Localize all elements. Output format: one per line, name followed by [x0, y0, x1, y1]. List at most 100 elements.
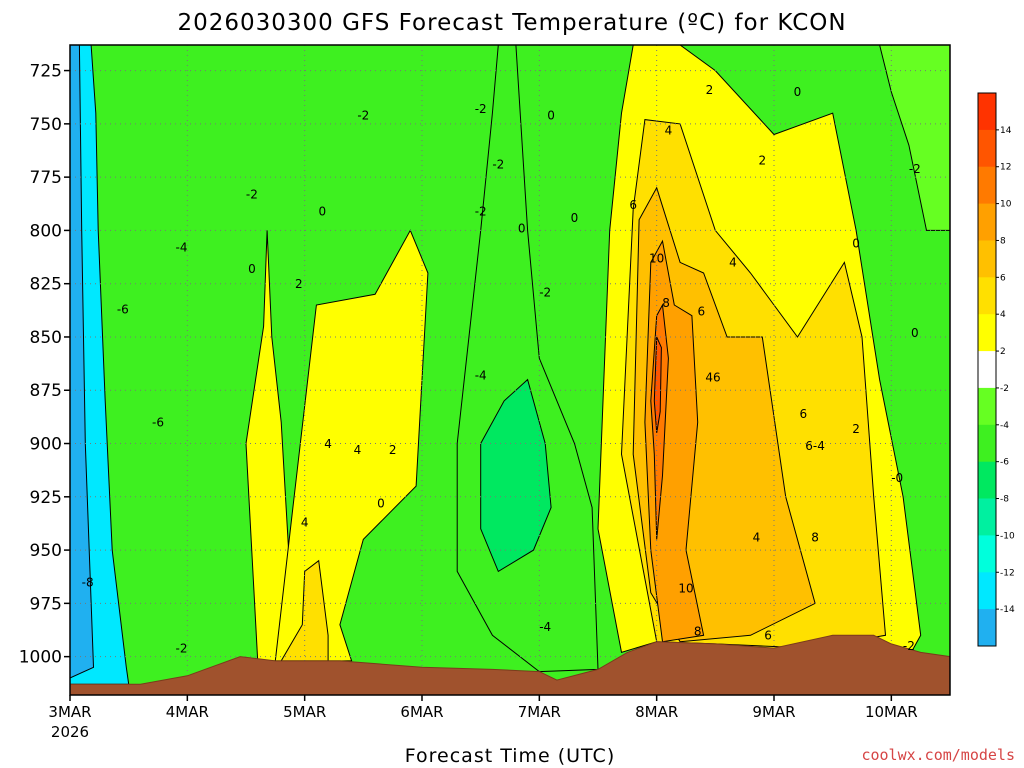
contour-label: 4: [301, 516, 309, 530]
colorbar-swatch: [978, 129, 996, 168]
y-tick-label: 825: [30, 275, 62, 295]
contour-label: 0: [377, 497, 385, 511]
colorbar-label: -8: [1000, 495, 1009, 505]
contour-label: 0: [794, 85, 802, 99]
colorbar-label: 4: [1000, 310, 1006, 320]
colorbar-swatch: [978, 572, 996, 610]
chart-title: 2026030300 GFS Forecast Temperature (ºC)…: [177, 10, 846, 36]
colorbar-label: 8: [1000, 236, 1006, 246]
y-tick-label: 800: [30, 221, 62, 241]
contour-label: 0: [518, 222, 526, 236]
colorbar-swatch: [978, 314, 996, 352]
contour-label: -8: [82, 575, 94, 589]
y-tick-label: 1000: [19, 648, 62, 668]
zone-mid-cold-inner: [480, 378, 552, 573]
contour-label: 4: [729, 256, 737, 270]
colorbar-label: -4: [1000, 421, 1009, 431]
colorbar-swatch: [978, 461, 996, 500]
colorbar-swatch: [978, 609, 996, 647]
temperature-regions: [69, 44, 951, 685]
colorbar: 14 12 10 8 6 4 2 -2 -4 -6 -8 -10 -12 -14: [977, 92, 1015, 647]
credit-text: coolwx.com/models: [861, 746, 1015, 764]
contour-label: -6: [152, 416, 164, 430]
x-axis: 3MAR 2026 4MAR 5MAR 6MAR 7MAR 8MAR 9MAR 10MAR: [48, 695, 918, 741]
y-axis: 725 750 775 800 825 850 875 900 925 950 975 1000: [19, 62, 70, 668]
contour-label: 10: [649, 251, 664, 265]
zone-warm-wedge-b: [274, 229, 429, 662]
y-tick-label: 725: [30, 62, 62, 82]
contour-label: 4: [324, 437, 332, 451]
x-tick-label: 5MAR: [283, 703, 326, 721]
contour-label: -4: [475, 369, 487, 383]
x-tick-label: 9MAR: [752, 703, 795, 721]
contour-label: 6: [764, 629, 772, 643]
colorbar-label: 12: [1000, 163, 1011, 173]
contour-label: -2: [176, 641, 188, 655]
contour-labels: -2 -2 0 -2 -2 0 -4 0 -2 0 2 -2 -6 -4 -6 4 4 2 0 4 -8 -2 -4 2 0 4 2…: [82, 83, 921, 655]
contour-label: 4: [354, 443, 362, 457]
contour-label: -2: [909, 162, 921, 176]
colorbar-label: 10: [1000, 200, 1012, 210]
colorbar-label: -12: [1000, 568, 1015, 578]
contour-label: 0: [248, 262, 256, 276]
contour-label: 2: [706, 83, 714, 97]
contour-label: -4: [539, 620, 551, 634]
colorbar-label: 2: [1000, 347, 1006, 357]
colorbar-swatch: [978, 387, 996, 426]
contour-label: -2: [492, 158, 504, 172]
contour-label: -2: [357, 109, 369, 123]
contour-label: 6: [629, 198, 637, 212]
y-tick-label: 925: [30, 488, 62, 508]
colorbar-label: -6: [1000, 458, 1009, 468]
contour-label: 0: [571, 211, 579, 225]
contour-label: -2: [903, 639, 915, 653]
x-tick-label: 7MAR: [518, 703, 561, 721]
colorbar-label: 14: [1000, 126, 1012, 136]
contour-label: 8: [811, 531, 819, 545]
colorbar-swatch: [978, 93, 996, 131]
colorbar-swatch: [978, 240, 996, 278]
contour-label: -0: [891, 471, 903, 485]
y-tick-label: 900: [30, 435, 62, 455]
plot-area: -2 -2 0 -2 -2 0 -4 0 -2 0 2 -2 -6 -4 -6 4 4 2 0 4 -8 -2 -4 2 0 4 2…: [69, 44, 951, 696]
colorbar-swatch: [978, 203, 996, 241]
y-tick-label: 750: [30, 115, 62, 135]
x-tick-label: 8MAR: [635, 703, 678, 721]
x-tick-label: 6MAR: [400, 703, 443, 721]
y-tick-label: 775: [30, 168, 62, 188]
x-tick-label: 3MAR: [48, 703, 91, 721]
colorbar-frame: [977, 92, 997, 647]
contour-label: 8: [694, 624, 702, 638]
contour-label: -6: [117, 303, 129, 317]
contour-label: 6-4: [805, 439, 825, 453]
terrain-surface: [69, 634, 951, 696]
y-tick-label: 875: [30, 381, 62, 401]
contour-label: -2: [246, 187, 258, 201]
contour-label: -4: [176, 241, 188, 255]
contour-label: 2: [758, 153, 766, 167]
colorbar-label: 6: [1000, 273, 1006, 283]
colorbar-swatch: [978, 498, 996, 536]
colorbar-label: -2: [1000, 384, 1009, 394]
x-tick-sublabel: 2026: [51, 723, 89, 741]
colorbar-label: -10: [1000, 531, 1015, 541]
x-tick-label: 10MAR: [865, 703, 918, 721]
contour-label: 2: [295, 277, 303, 291]
colorbar-swatch: [978, 535, 996, 573]
y-tick-label: 850: [30, 328, 62, 348]
contour-label: 2: [389, 443, 397, 457]
contour-label: 0: [547, 109, 555, 123]
colorbar-swatch: [978, 277, 996, 315]
y-tick-label: 950: [30, 541, 62, 561]
contour-label: 6: [799, 407, 807, 421]
contour-label: 0: [911, 326, 919, 340]
zone-warm-core-d: [650, 303, 669, 540]
colorbar-label: -14: [1000, 605, 1015, 615]
contour-label: 46: [705, 371, 720, 385]
contour-label: 4: [665, 124, 673, 138]
contour-label: 8: [662, 296, 670, 310]
contour-label: 10: [678, 582, 693, 596]
contour-label: 2: [852, 422, 860, 436]
colorbar-swatch: [978, 351, 996, 389]
